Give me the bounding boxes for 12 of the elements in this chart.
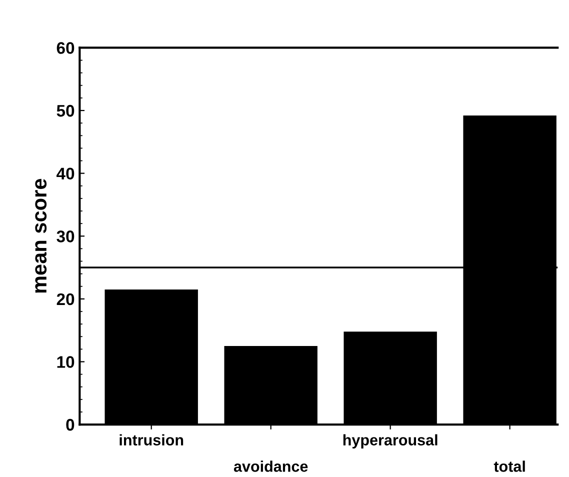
y-tick-label: 30 (56, 230, 74, 242)
y-tick-label: 40 (56, 168, 74, 180)
y-tick-label: 50 (56, 104, 74, 117)
y-axis-title: mean score (35, 178, 47, 293)
x-tick-label: total (494, 460, 525, 472)
x-tick-label: avoidance (234, 460, 308, 472)
y-tick-label: 60 (56, 42, 74, 54)
y-tick-label: 20 (56, 293, 74, 306)
y-tick-label: 10 (57, 356, 74, 368)
y-tick-label: 0 (66, 418, 74, 431)
x-tick-label: intrusion (120, 434, 184, 446)
x-tick-label: hyperarousal (343, 434, 438, 448)
